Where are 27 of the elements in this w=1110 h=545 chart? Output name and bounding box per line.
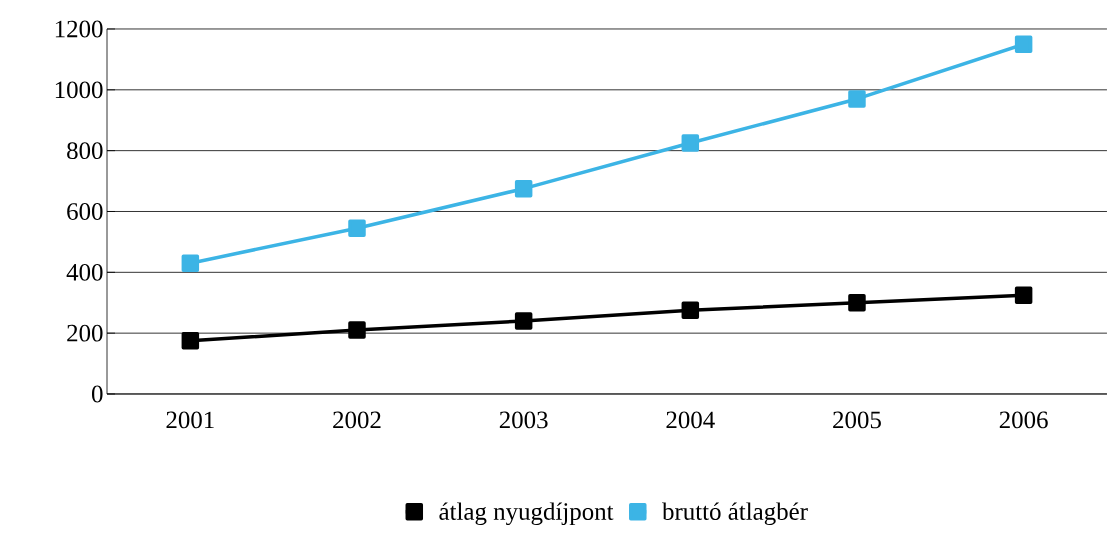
point [848, 90, 866, 108]
legend-label: átlag nyugdíjpont [439, 502, 614, 526]
x-tick-label: 2003 [499, 411, 548, 429]
x-tick-label: 2001 [166, 411, 214, 429]
x-tick-label: 2002 [333, 411, 381, 429]
y-tick-label: 1000 [55, 81, 103, 99]
point [681, 301, 700, 320]
y-tick-label: 400 [66, 263, 103, 281]
point [348, 321, 366, 339]
point [348, 219, 366, 237]
y-tick-label: 800 [67, 142, 103, 160]
y-tick-label: 200 [67, 324, 103, 342]
x-tick-label: 2004 [666, 411, 715, 429]
legend-label: bruttó átlagbér [662, 502, 808, 526]
x-tick-label: 2005 [833, 411, 881, 429]
point [514, 312, 533, 330]
point [1014, 35, 1033, 53]
point [514, 179, 533, 198]
point [181, 332, 200, 350]
point [848, 293, 866, 312]
y-tick-label: 600 [67, 203, 103, 220]
x-tick-label: 2006 [999, 411, 1048, 429]
point [181, 254, 200, 272]
y-tick-label: 1200 [55, 20, 103, 38]
point [1014, 286, 1033, 304]
y-tick-label: 0 [91, 385, 103, 403]
point [681, 134, 700, 152]
